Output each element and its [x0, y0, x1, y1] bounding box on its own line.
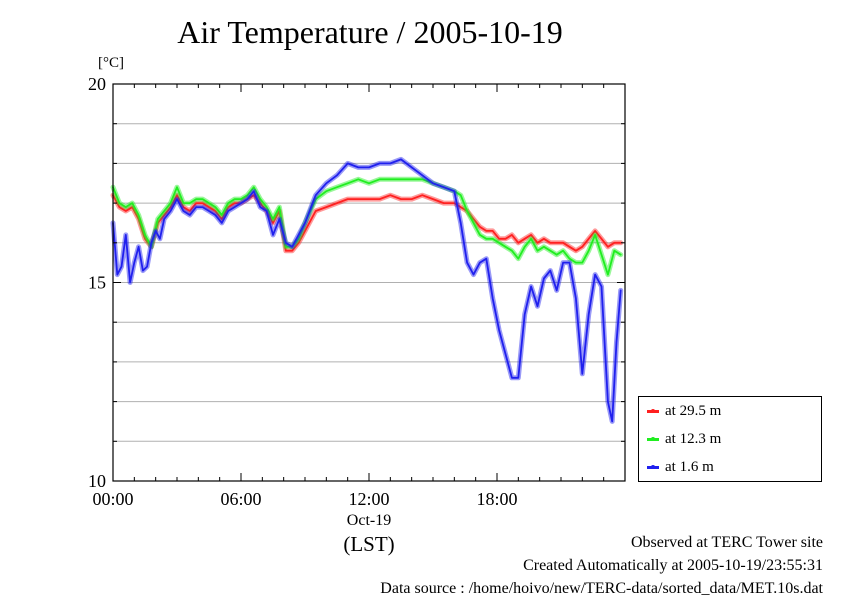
x-tick-label: 06:00 [220, 489, 261, 509]
x-axis-date-label: Oct-19 [346, 512, 392, 529]
series-line [112, 194, 622, 252]
series-line [112, 158, 622, 423]
y-tick-label: 20 [88, 74, 106, 94]
legend-swatch [647, 408, 659, 413]
legend: at 29.5 m at 12.3 m at 1.6 m [638, 396, 822, 482]
series-group [110, 156, 624, 424]
footer-source: Data source : /home/hoivo/new/TERC-data/… [380, 580, 823, 597]
legend-label: at 12.3 m [665, 430, 722, 447]
y-tick-label: 10 [88, 471, 106, 491]
x-tick-label: 12:00 [348, 489, 389, 509]
legend-item: at 29.5 m [647, 401, 721, 421]
footer-observed: Observed at TERC Tower site [630, 534, 823, 551]
x-tick-label: 00:00 [92, 489, 133, 509]
y-axis-unit: [°C] [98, 55, 124, 71]
grid [113, 123, 625, 442]
footer-created: Created Automatically at 2005-10-19/23:5… [523, 557, 823, 574]
legend-label: at 1.6 m [665, 458, 714, 475]
series-line [112, 178, 622, 276]
y-tick-label: 15 [88, 273, 106, 293]
legend-swatch [647, 464, 659, 469]
axes: 10 15 20 00:00 06:00 12:00 18:00 [88, 74, 626, 509]
legend-item: at 1.6 m [647, 457, 714, 477]
legend-label: at 29.5 m [665, 402, 722, 419]
legend-item: at 12.3 m [647, 429, 721, 449]
chart-title: Air Temperature / 2005-10-19 [177, 14, 563, 50]
x-axis-label: (LST) [343, 532, 395, 556]
series-halo [110, 176, 624, 278]
x-tick-label: 18:00 [476, 489, 517, 509]
legend-swatch [647, 436, 659, 441]
